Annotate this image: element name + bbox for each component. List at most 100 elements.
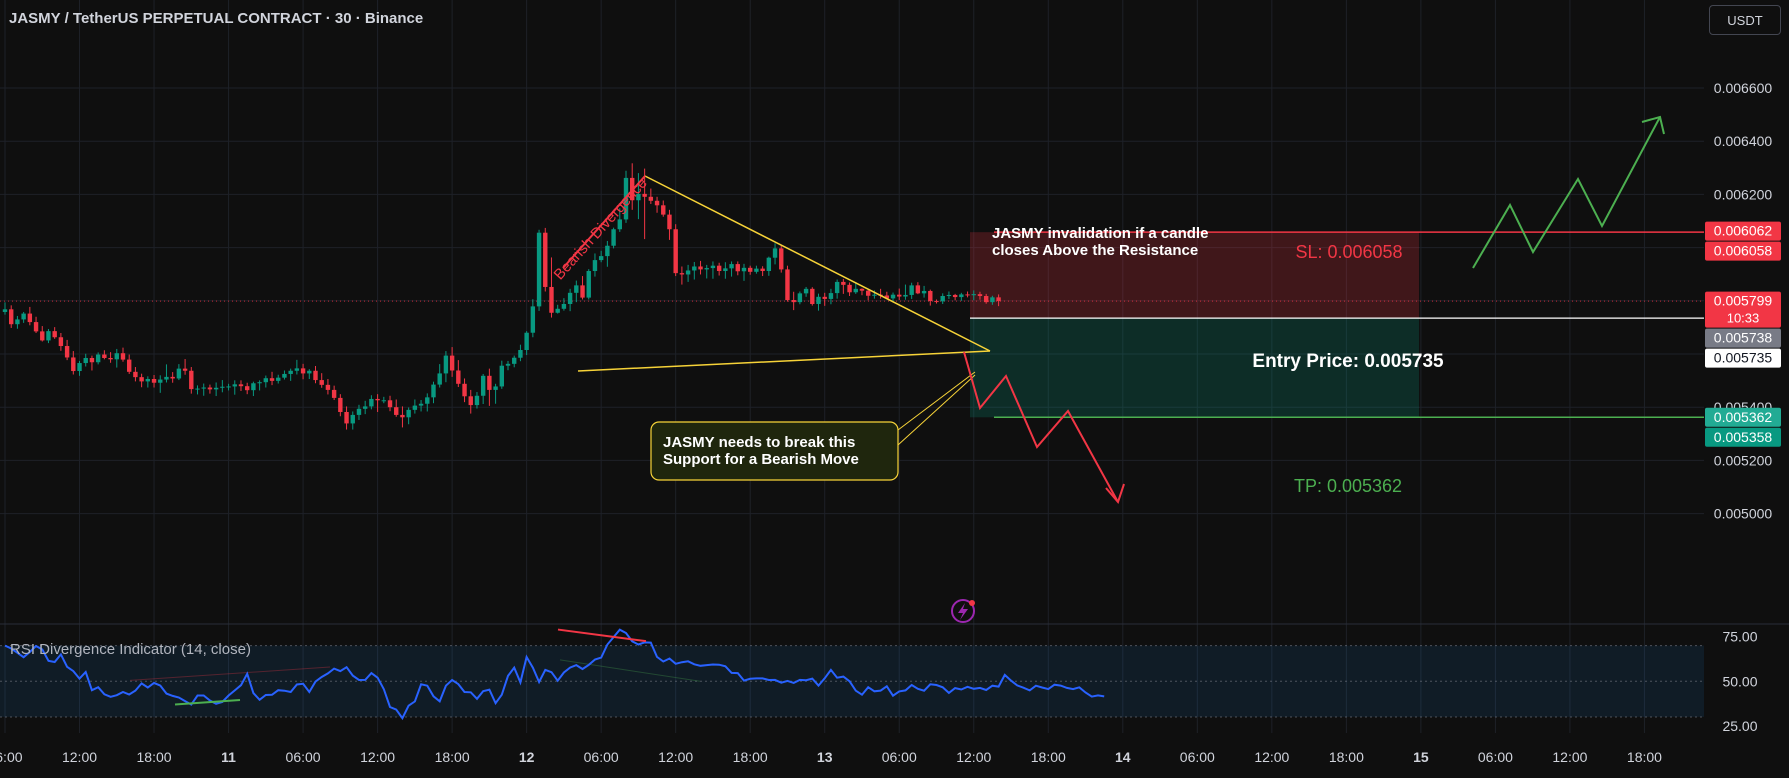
candle-body [536,232,542,307]
candle-body [15,319,20,325]
candle-body [257,382,262,384]
candle-body [164,376,169,380]
time-tick-label: 15 [1413,749,1429,765]
candle-body [928,290,933,302]
entry-price-label: Entry Price: 0.005735 [1252,351,1444,372]
candle-body [567,292,573,304]
candle-body [654,200,660,206]
candle-body [512,357,517,364]
bullish-projection-path [1472,116,1661,269]
candle-body [46,331,51,341]
candle-body [592,260,598,272]
price-badge-label: 0.006062 [1714,223,1773,239]
candle-body [52,331,57,338]
candle-body [282,373,287,378]
bearish-arrow-head [1105,483,1125,504]
candle-body [865,290,871,296]
candle-body [462,383,467,397]
candle-body [158,379,163,383]
candle-body [331,389,337,398]
candle-body [518,350,523,358]
candle-body [139,377,144,382]
candle-body [897,294,902,297]
price-badge-timer: 10:33 [1727,311,1760,326]
candle-body [977,294,983,297]
candle-body [40,331,45,341]
candle-body [288,370,293,374]
take-profit-label: TP: 0.005362 [1294,476,1402,496]
candle-body [213,387,219,390]
candle-body [872,294,877,296]
candle-body [369,398,374,407]
candle-body [300,368,306,374]
time-tick-label: 11 [221,749,236,765]
time-axis: 06:00 12:00 18:00 11 06:00 12:00 18:00 12 06:00 1… [0,749,1662,765]
price-badge-label: 0.005799 [1714,293,1773,309]
price-badge [1705,407,1781,427]
candle-body [319,380,324,385]
candle-body [71,357,76,372]
candle-body [2,309,8,312]
candle-body [524,332,529,351]
time-tick-label: 18:00 [1627,749,1662,765]
candle-body [884,295,890,299]
rsi-tick-label: 50.00 [1722,673,1757,689]
price-badge [1705,241,1781,261]
triangle-resistance-line [644,175,991,352]
price-badge-label: 0.005358 [1714,429,1773,445]
candle-body [990,297,995,303]
bullish-arrow-head [1641,115,1665,135]
candle-body [251,383,256,391]
candle-body [921,290,927,294]
candle-body [574,285,579,293]
candle-body [362,406,368,409]
time-tick-label: 12:00 [360,749,395,765]
candle-body [307,370,312,374]
candle-body [779,248,784,270]
candle-body [493,386,498,390]
candle-body [543,232,548,287]
candle-body [431,384,436,398]
price-badge [1705,427,1781,447]
price-tick-label: 0.005000 [1714,506,1773,522]
candle-body [965,294,970,296]
candle-body [400,414,405,418]
candle-body [903,294,908,297]
currency-button[interactable]: USDT [1709,5,1781,35]
candle-body [108,357,113,360]
candle-body [772,248,778,258]
candle-body [170,376,175,379]
triangle-support-line [577,350,991,372]
candle-body [151,379,157,383]
candle-body [27,313,33,323]
symbol-title: JASMY / TetherUS PERPETUAL CONTRACT · 30… [9,10,424,27]
notification-dot [969,600,975,606]
candle-body [685,270,691,275]
time-tick-label: 06:00 [286,749,321,765]
invalidation-note-line1: JASMY invalidation if a candle [992,225,1208,242]
candle-body [244,386,250,391]
candle-body [64,346,70,358]
support-note-box [650,421,899,481]
candle-body [344,411,349,424]
candle-body [766,257,772,272]
candle-body [530,306,536,333]
support-note-line1: JASMY needs to break this [663,434,855,451]
candle-body [971,294,976,296]
candle-body [642,193,647,197]
price-badge-label: 0.005362 [1714,409,1773,425]
candle-body [468,396,473,406]
candle-body [375,398,380,401]
candle-body [555,308,560,313]
time-tick-label: 18:00 [733,749,768,765]
candle-body [853,288,858,293]
divergence-line [562,175,646,269]
candle-body [748,267,753,272]
candle-body [952,294,958,298]
candle-body [661,205,666,215]
callout-pointer [897,371,976,431]
candle-body [58,337,64,347]
candle-body [723,268,728,272]
